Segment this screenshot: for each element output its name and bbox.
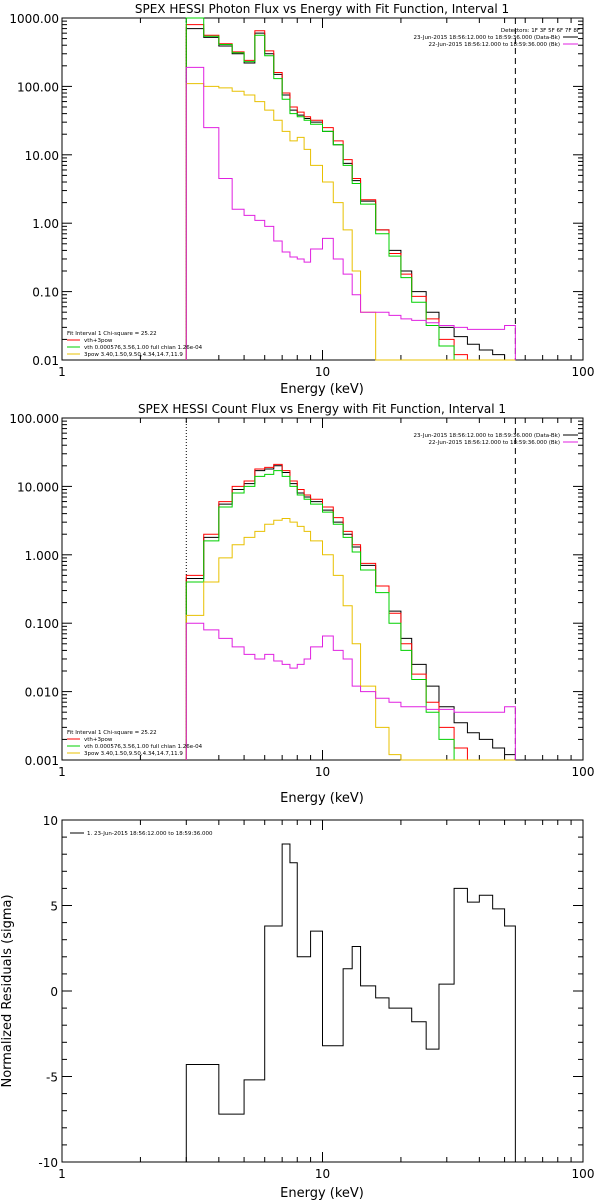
- photon-flux-legend-bottom-left: Fit Interval 1 Chi-square = 25.22 vth+3p…: [67, 331, 203, 358]
- photon-flux-legend-detectors: Detectors: 1F 3F 5F 6F 7F 8F: [501, 28, 580, 34]
- photon-flux-title: SPEX HESSI Photon Flux vs Energy with Fi…: [135, 2, 509, 16]
- y-tick-label: 10: [43, 814, 58, 828]
- series-3pow: [185, 83, 516, 361]
- series-vth-3pow: [185, 24, 516, 361]
- residuals-legend: 1. 23-Jun-2015 18:56:12.000 to 18:59:36.…: [70, 831, 213, 837]
- photon-flux-legend-bk: 22-Jun-2015 18:56:12.000 to 18:59:36.000…: [428, 42, 560, 48]
- series-data-bk: [185, 465, 516, 760]
- y-tick-label: -10: [38, 1156, 58, 1170]
- residuals-y-axis-label: Normalized Residuals (sigma): [0, 894, 15, 1087]
- photon-flux-panel: SPEX HESSI Photon Flux vs Energy with Fi…: [9, 2, 594, 397]
- count-flux-legend-vth: vth 0.000576,3.56,1.00 full chian 1.26e-…: [84, 744, 203, 750]
- photon-flux-y-ticks: 1000.00 100.00 10.00 1.00 0.10 0.01: [9, 12, 583, 368]
- photon-flux-legend-vth: vth 0.000576,3.56,1.00 full chian 1.26e-…: [84, 345, 203, 351]
- photon-flux-legend-3pow: 3pow 3.40,1.50,9.50,4.34,14.7,11.9: [84, 352, 183, 358]
- count-flux-x-ticks: 1 10 100: [58, 418, 594, 779]
- y-tick-label: -5: [46, 1071, 58, 1085]
- count-flux-series: [185, 418, 516, 761]
- x-tick-label: 100: [572, 765, 595, 779]
- y-tick-label: 0.100: [25, 617, 59, 631]
- series-3pow: [185, 517, 516, 761]
- count-flux-legend-data-bk: 23-Jun-2015 18:56:12.000 to 18:59:36.000…: [414, 433, 560, 439]
- y-tick-label: 0.010: [25, 686, 59, 700]
- y-tick-label: 1.00: [32, 217, 59, 231]
- y-tick-label: 10.00: [25, 149, 59, 163]
- series-vth: [185, 17, 516, 361]
- count-flux-panel: SPEX HESSI Count Flux vs Energy with Fit…: [9, 402, 594, 806]
- x-tick-label: 10: [315, 1167, 330, 1181]
- photon-flux-legend-fit-interval: Fit Interval 1 Chi-square = 25.22: [67, 331, 157, 337]
- x-tick-label: 100: [572, 1167, 595, 1181]
- series-bk: [185, 66, 516, 360]
- photon-flux-legend-data-bk: 23-Jun-2015 18:56:12.000 to 18:59:36.000…: [414, 35, 560, 41]
- photon-flux-legend-vth3pow: vth+3pow: [84, 338, 113, 344]
- residuals-y-ticks: 10 5 0 -5 -10: [38, 814, 583, 1170]
- x-tick-label: 100: [572, 365, 595, 379]
- residuals-series: [185, 843, 516, 1162]
- y-tick-label: 1000.00: [9, 12, 59, 26]
- x-tick-label: 1: [58, 365, 66, 379]
- residuals-x-ticks: 1 10 100: [58, 820, 594, 1181]
- y-tick-label: 10.000: [17, 480, 59, 494]
- residuals-legend-label: 1. 23-Jun-2015 18:56:12.000 to 18:59:36.…: [87, 831, 213, 837]
- y-tick-label: 5: [50, 900, 58, 914]
- series-bk: [185, 622, 516, 760]
- count-flux-y-ticks: 100.000 10.000 1.000 0.100 0.010 0.001: [9, 412, 583, 768]
- x-tick-label: 1: [58, 1167, 66, 1181]
- series-data-bk: [185, 28, 516, 361]
- series-vth: [185, 470, 516, 761]
- y-tick-label: 0.10: [32, 286, 59, 300]
- count-flux-legend-bottom-left: Fit Interval 1 Chi-square = 25.22 vth+3p…: [67, 730, 203, 757]
- photon-flux-plot-frame: [61, 17, 584, 361]
- x-tick-label: 1: [58, 765, 66, 779]
- y-tick-label: 100.00: [17, 80, 59, 94]
- photon-flux-legend-top-right: Detectors: 1F 3F 5F 6F 7F 8F 23-Jun-2015…: [414, 28, 580, 48]
- count-flux-legend-top-right: 23-Jun-2015 18:56:12.000 to 18:59:36.000…: [414, 433, 578, 446]
- photon-flux-x-axis-label: Energy (keV): [280, 382, 364, 397]
- y-tick-label: 0.001: [25, 754, 59, 768]
- y-tick-label: 100.000: [9, 412, 59, 426]
- y-tick-label: 0: [50, 985, 58, 999]
- photon-flux-series: [185, 17, 516, 361]
- residuals-x-axis-label: Energy (keV): [280, 1186, 364, 1200]
- y-tick-label: 1.000: [25, 549, 59, 563]
- count-flux-legend-3pow: 3pow 3.40,1.50,9.50,4.34,14.7,11.9: [84, 751, 183, 757]
- count-flux-legend-bk: 22-Jun-2015 18:56:12.000 to 18:59:36.000…: [428, 440, 560, 446]
- count-flux-x-axis-label: Energy (keV): [280, 791, 364, 806]
- residuals-panel: 10 5 0 -5 -10 1 10 100 Energy (keV) Normalized…: [0, 814, 594, 1200]
- photon-flux-x-ticks: 1 10 100: [58, 18, 594, 379]
- x-tick-label: 10: [315, 365, 330, 379]
- count-flux-title: SPEX HESSI Count Flux vs Energy with Fit…: [138, 402, 506, 416]
- x-tick-label: 10: [315, 765, 330, 779]
- count-flux-legend-vth3pow: vth+3pow: [84, 737, 113, 743]
- count-flux-legend-fit-interval: Fit Interval 1 Chi-square = 25.22: [67, 730, 157, 736]
- y-tick-label: 0.01: [32, 354, 59, 368]
- series-residuals: [185, 843, 516, 1162]
- series-vth-3pow: [185, 463, 516, 761]
